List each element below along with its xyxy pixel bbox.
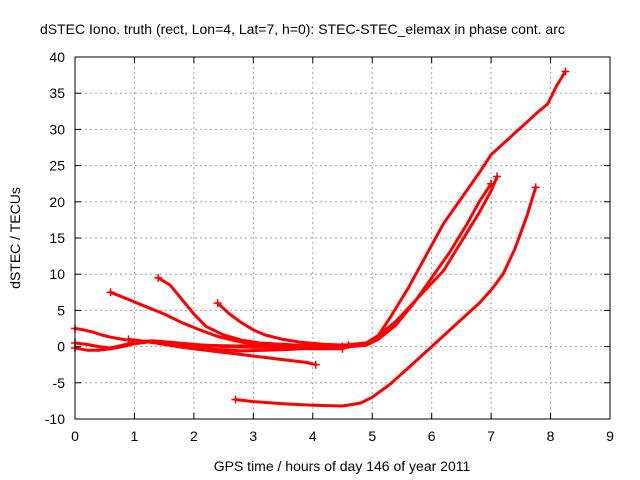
y-tick-label: 30 [49, 121, 65, 137]
y-tick-label: 15 [49, 230, 65, 246]
data-point-marker [493, 172, 502, 181]
data-point-marker [124, 335, 133, 344]
x-tick-label: 3 [249, 428, 257, 444]
series-line [216, 301, 350, 347]
y-tick-label: 25 [49, 158, 65, 174]
chart-title: dSTEC Iono. truth (rect, Lon=4, Lat=7, h… [40, 21, 565, 37]
x-tick-label: 7 [487, 428, 495, 444]
series-arc-7 [213, 299, 353, 350]
data-point-marker [531, 183, 540, 192]
series-line [109, 290, 344, 351]
x-tick-label: 9 [606, 428, 614, 444]
series-arc-8 [231, 183, 540, 408]
y-tick-label: 10 [49, 266, 65, 282]
x-tick-label: 1 [131, 428, 139, 444]
series-group [71, 67, 570, 408]
x-tick-label: 5 [368, 428, 376, 444]
y-tick-label: 5 [57, 302, 65, 318]
y-axis-title: dSTEC / TECUs [7, 187, 23, 289]
x-axis: 0 1 2 3 4 5 6 7 8 9 [71, 57, 614, 444]
y-tick-label: 0 [57, 339, 65, 355]
grid [75, 57, 610, 419]
series-arc-6 [154, 273, 347, 351]
x-tick-label: 6 [428, 428, 436, 444]
data-point-marker [106, 288, 115, 297]
series-arc-4 [124, 335, 320, 369]
series-line [73, 70, 567, 348]
x-tick-label: 0 [71, 428, 79, 444]
x-tick-label: 8 [547, 428, 555, 444]
series-line [127, 337, 318, 367]
y-axis: -10 -5 0 5 10 15 20 25 30 35 40 [45, 49, 610, 427]
data-point-marker [487, 179, 496, 188]
x-axis-title: GPS time / hours of day 146 of year 2011 [214, 458, 471, 474]
data-point-marker [344, 341, 353, 350]
data-point-marker [154, 273, 163, 282]
series-arc-1 [71, 67, 570, 348]
y-tick-label: -5 [53, 375, 66, 391]
x-tick-label: 2 [190, 428, 198, 444]
series-arc-3 [71, 179, 496, 353]
y-tick-label: 20 [49, 194, 65, 210]
y-tick-label: -10 [45, 411, 65, 427]
data-point-marker [561, 67, 570, 76]
y-tick-label: 35 [49, 85, 65, 101]
series-arc-2 [71, 172, 502, 350]
data-point-marker [311, 360, 320, 369]
data-point-marker [213, 299, 222, 308]
series-line [234, 185, 538, 408]
y-tick-label: 40 [49, 49, 65, 65]
series-line [156, 276, 344, 349]
x-tick-label: 4 [309, 428, 317, 444]
series-line [73, 182, 493, 353]
data-point-marker [231, 395, 240, 404]
